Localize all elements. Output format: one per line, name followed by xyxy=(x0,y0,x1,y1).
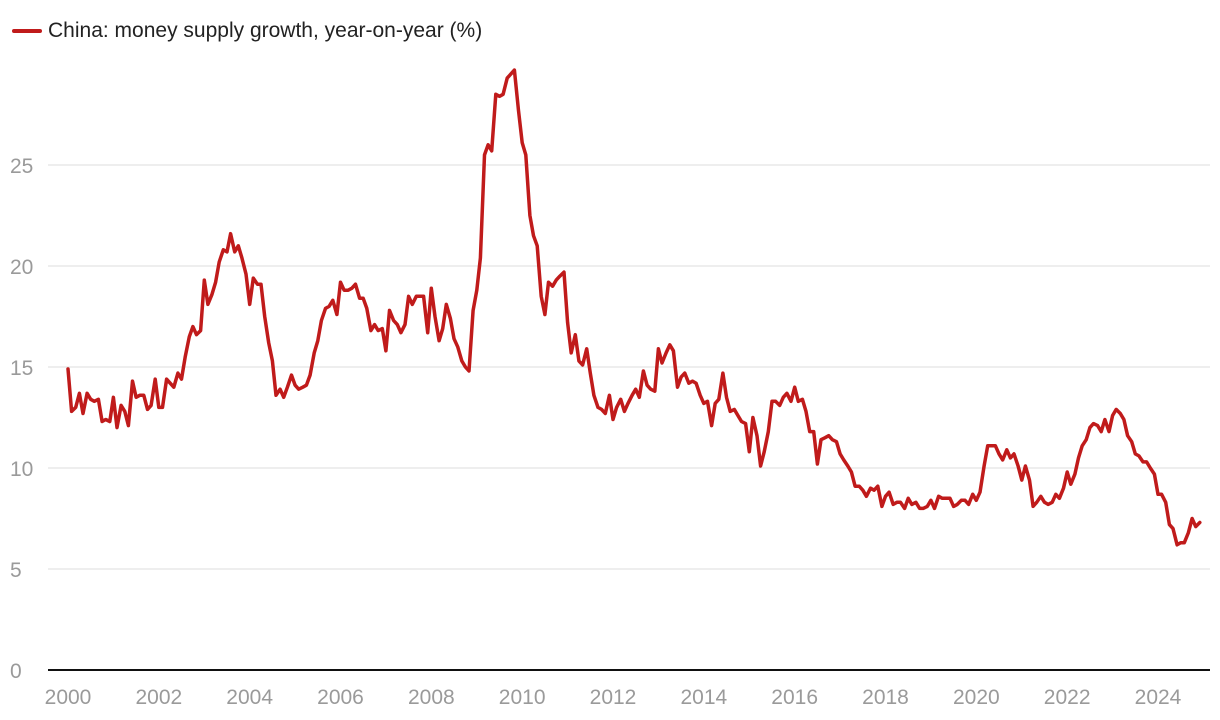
x-tick-label: 2008 xyxy=(408,686,455,709)
x-tick-label: 2022 xyxy=(1044,686,1091,709)
y-axis-tick-labels: 0 5 10 15 20 25 xyxy=(10,155,33,683)
y-tick-label: 10 xyxy=(10,458,33,481)
y-tick-label: 25 xyxy=(10,155,33,178)
x-tick-label: 2014 xyxy=(680,686,727,709)
x-tick-label: 2020 xyxy=(953,686,1000,709)
x-tick-label: 2016 xyxy=(771,686,818,709)
legend-swatch xyxy=(12,29,42,33)
x-tick-label: 2010 xyxy=(499,686,546,709)
legend-label: China: money supply growth, year-on-year… xyxy=(48,19,483,42)
y-tick-label: 0 xyxy=(10,660,22,683)
x-tick-label: 2006 xyxy=(317,686,364,709)
y-tick-label: 5 xyxy=(10,559,22,582)
x-tick-label: 2002 xyxy=(135,686,182,709)
y-tick-label: 15 xyxy=(10,357,33,380)
x-tick-label: 2000 xyxy=(45,686,92,709)
x-axis-tick-labels: 2000 2002 2004 2006 2008 2010 2012 2014 2016 2018… xyxy=(45,686,1182,709)
x-tick-label: 2012 xyxy=(590,686,637,709)
x-tick-label: 2018 xyxy=(862,686,909,709)
x-tick-label: 2024 xyxy=(1135,686,1182,709)
x-tick-label: 2004 xyxy=(226,686,273,709)
gridlines xyxy=(48,164,1210,570)
chart-legend: China: money supply growth, year-on-year… xyxy=(12,17,482,45)
y-tick-label: 20 xyxy=(10,256,33,279)
series-line-money-supply-growth xyxy=(66,68,1202,547)
